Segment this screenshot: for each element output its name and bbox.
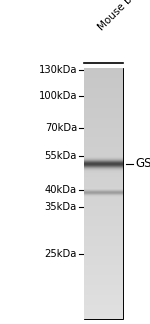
- Text: 100kDa: 100kDa: [39, 91, 77, 100]
- Text: 55kDa: 55kDa: [45, 151, 77, 160]
- Text: GSK3β: GSK3β: [135, 157, 150, 170]
- Text: 70kDa: 70kDa: [45, 123, 77, 133]
- Text: 40kDa: 40kDa: [45, 185, 77, 194]
- Text: 25kDa: 25kDa: [45, 249, 77, 259]
- Bar: [84, 68, 123, 319]
- Text: 130kDa: 130kDa: [39, 65, 77, 75]
- Text: Mouse brain: Mouse brain: [96, 0, 149, 32]
- Text: 35kDa: 35kDa: [45, 202, 77, 212]
